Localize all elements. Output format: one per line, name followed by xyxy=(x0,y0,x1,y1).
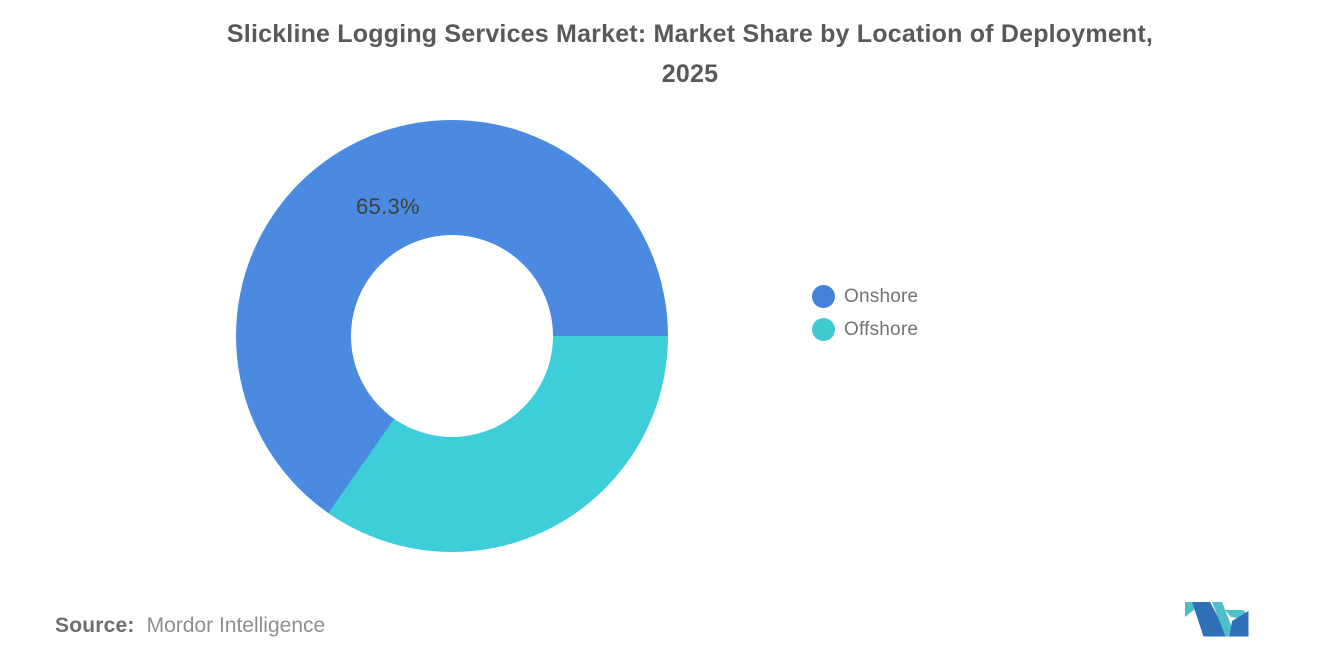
legend-item-onshore[interactable]: Onshore xyxy=(812,285,918,308)
legend: Onshore Offshore xyxy=(812,285,918,351)
legend-label-offshore: Offshore xyxy=(844,318,919,340)
legend-marker-offshore xyxy=(812,318,835,341)
page-title-line2: 2025 xyxy=(661,60,719,88)
slice-label-onshore: 65.3% xyxy=(356,194,420,219)
donut-hole xyxy=(351,235,553,437)
page-title: Slickline Logging Services Market: Marke… xyxy=(60,14,1320,94)
legend-marker-onshore xyxy=(812,285,835,308)
legend-item-offshore[interactable]: Offshore xyxy=(812,318,918,341)
mordor-intelligence-logo xyxy=(1185,602,1249,637)
source-label: Source: xyxy=(55,614,135,637)
donut-chart: 65.3% xyxy=(236,120,668,552)
page-title-line1: Slickline Logging Services Market: Marke… xyxy=(226,20,1154,48)
source-value: Mordor Intelligence xyxy=(146,614,326,637)
legend-label-onshore: Onshore xyxy=(844,285,919,307)
source-line: Source: Mordor Intelligence xyxy=(55,614,325,638)
